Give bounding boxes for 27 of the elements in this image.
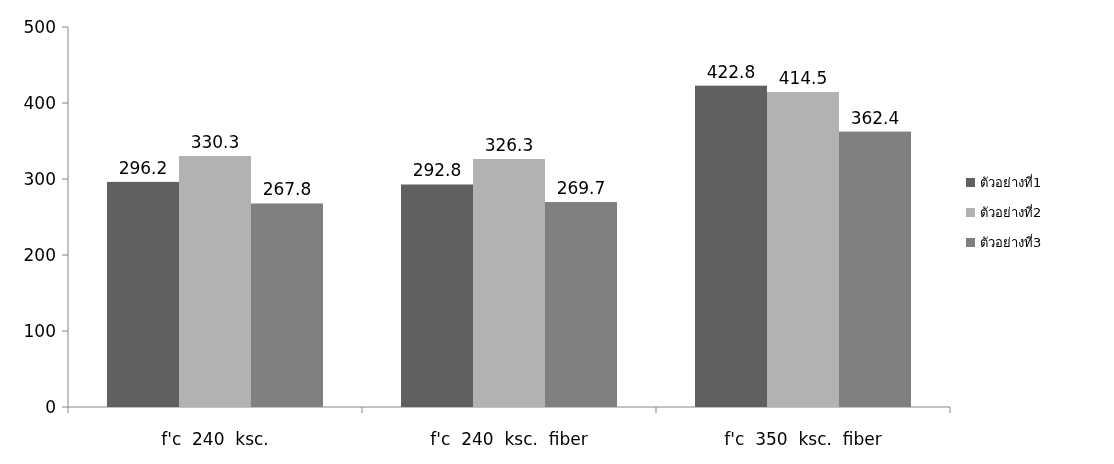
bar [179,155,251,407]
x-tick-label: f'c 350 ksc. fiber [724,429,882,449]
y-tick-label: 100 [23,321,56,341]
data-label: 292.8 [412,160,462,181]
bar [107,181,179,407]
bar [473,159,545,407]
data-label: 362.4 [850,107,900,128]
data-label: 422.8 [706,61,756,82]
legend-label: ตัวอย่างที่1 [980,174,1042,190]
bar [695,85,767,407]
y-tick-label: 500 [23,17,56,37]
y-tick-label: 200 [23,245,56,265]
x-tick-label: f'c 240 ksc. [161,429,269,449]
data-label: 269.7 [556,178,606,199]
data-label: 330.3 [190,131,240,152]
legend-label: ตัวอย่างที่3 [980,234,1042,250]
data-label: 414.5 [778,67,828,88]
y-tick-label: 400 [23,93,56,113]
legend-label: ตัวอย่างที่2 [980,204,1042,220]
data-label: 326.3 [484,135,534,156]
data-label: 267.8 [262,179,312,200]
data-label: 296.2 [118,157,168,178]
y-tick-label: 300 [23,169,56,189]
y-tick-label: 0 [45,397,56,417]
bar [401,184,473,407]
bar [767,91,839,407]
x-tick-label: f'c 240 ksc. fiber [430,429,588,449]
